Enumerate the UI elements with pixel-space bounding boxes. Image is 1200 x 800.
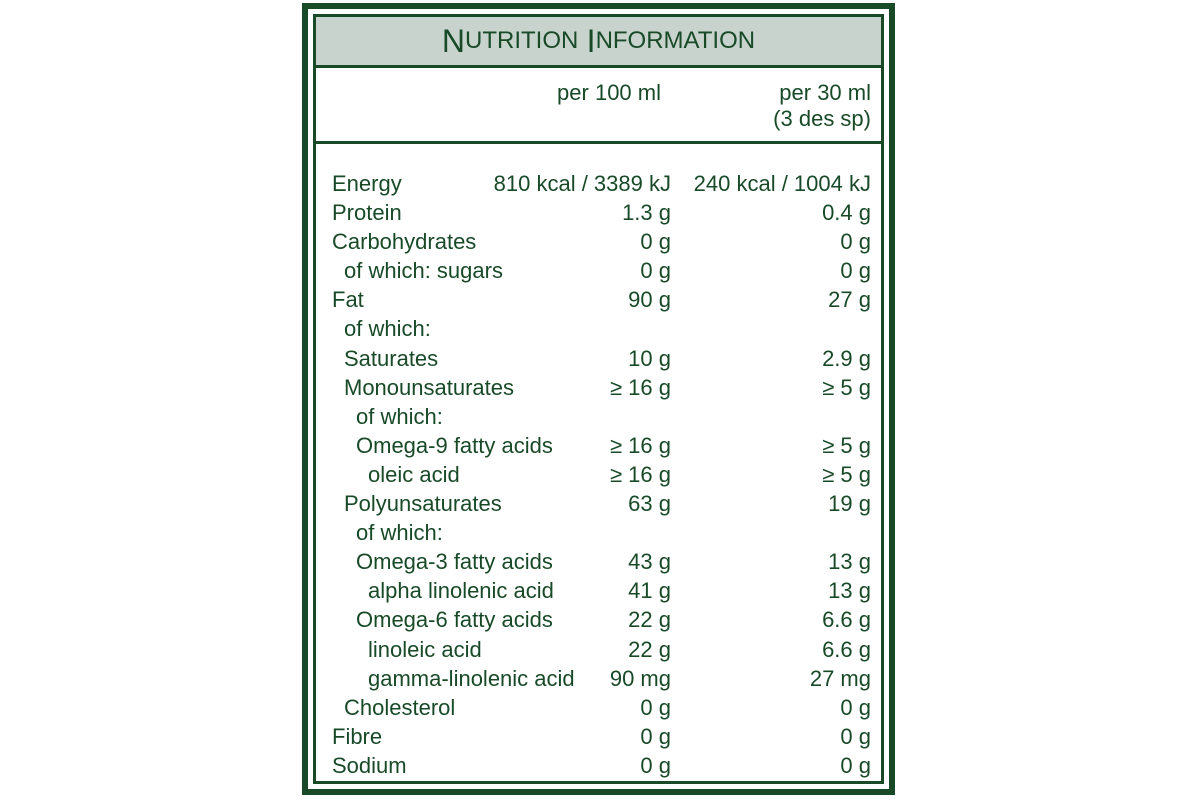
- nutrient-label: Energy: [332, 171, 402, 196]
- nutrition-panel: Nutrition Information per 100 ml per 30 …: [302, 3, 895, 795]
- value-per-30ml: 27 g: [828, 287, 871, 313]
- value-per-100ml: 63 g: [628, 491, 671, 517]
- value-per-30ml: 13 g: [828, 578, 871, 604]
- title-initial-i: I: [586, 22, 596, 59]
- nutrient-row: Carbohydrates 0 g 0 g: [332, 227, 871, 256]
- header-per-100ml: per 100 ml: [557, 80, 661, 105]
- value-per-30ml: ≥ 5 g: [822, 432, 871, 458]
- nutrient-row: Polyunsaturates 63 g 19 g: [332, 489, 871, 518]
- nutrient-label: Protein: [332, 200, 402, 226]
- nutrient-label: linoleic acid: [368, 636, 482, 662]
- nutrient-label: Fibre: [332, 723, 383, 749]
- value-per-30ml: 0 g: [840, 258, 871, 284]
- value-per-30ml: ≥ 5 g: [822, 461, 871, 487]
- nutrient-label: Saturates: [344, 345, 439, 371]
- value-per-100ml: ≥ 16 g: [609, 374, 671, 400]
- nutrient-label: Sodium: [332, 752, 407, 778]
- nutrient-row: Energy 810 kcal / 3389 kJ 240 kcal / 1004 …: [332, 169, 871, 198]
- nutrient-row: Omega-9 fatty acids ≥ 16 g ≥ 5 g: [332, 431, 871, 460]
- value-per-30ml: 0 g: [840, 752, 871, 778]
- value-per-100ml: 0 g: [640, 258, 671, 284]
- column-headers: per 100 ml per 30 ml (3 des sp): [316, 68, 881, 144]
- nutrient-row: Monounsaturates ≥ 16 g ≥ 5 g: [332, 373, 871, 402]
- value-per-100ml: 0 g: [640, 229, 671, 255]
- value-per-100ml: 22 g: [628, 607, 671, 633]
- nutrient-label: oleic acid: [368, 461, 460, 487]
- header-per-30ml-line1: per 30 ml: [779, 80, 871, 105]
- nutrient-label: Monounsaturates: [344, 374, 514, 400]
- value-per-100ml: 810 kcal / 3389 kJ: [493, 171, 671, 196]
- value-per-100ml: 90 mg: [609, 665, 671, 691]
- value-per-100ml: 90 g: [628, 287, 671, 313]
- title-rest-information: nformation: [595, 27, 756, 54]
- nutrient-row: of which: sugars 0 g 0 g: [332, 256, 871, 285]
- nutrient-label: of which:: [356, 520, 443, 546]
- nutrient-row: Sodium 0 g 0 g: [332, 751, 871, 780]
- value-per-30ml: 240 kcal / 1004 kJ: [693, 171, 871, 196]
- nutrient-row: gamma-linolenic acid 90 mg 27 mg: [332, 664, 871, 693]
- value-per-30ml: 2.9 g: [822, 345, 871, 371]
- value-per-100ml: 0 g: [640, 752, 671, 778]
- nutrient-row: Protein 1.3 g 0.4 g: [332, 198, 871, 227]
- nutrient-label: alpha linolenic acid: [368, 578, 554, 604]
- value-per-100ml: 10 g: [628, 345, 671, 371]
- nutrient-row: alpha linolenic acid 41 g 13 g: [332, 576, 871, 605]
- value-per-100ml: 0 g: [640, 723, 671, 749]
- nutrient-label: Omega-3 fatty acids: [356, 549, 553, 575]
- header-per-30ml: per 30 ml (3 des sp): [773, 80, 871, 132]
- nutrient-row: of which:: [332, 314, 871, 343]
- nutrient-row: oleic acid ≥ 16 g ≥ 5 g: [332, 460, 871, 489]
- nutrient-label: Omega-9 fatty acids: [356, 432, 553, 458]
- nutrient-label: Carbohydrates: [332, 229, 477, 255]
- nutrient-row: Cholesterol 0 g 0 g: [332, 693, 871, 722]
- nutrient-row: Omega-3 fatty acids 43 g 13 g: [332, 547, 871, 576]
- value-per-30ml: ≥ 5 g: [822, 374, 871, 400]
- nutrient-row: Omega-6 fatty acids 22 g 6.6 g: [332, 605, 871, 634]
- header-per-30ml-line2: (3 des sp): [773, 106, 871, 131]
- nutrient-label: gamma-linolenic acid: [368, 665, 575, 691]
- value-per-100ml: 43 g: [628, 549, 671, 575]
- nutrient-label: Polyunsaturates: [344, 491, 502, 517]
- nutrient-row: Saturates 10 g 2.9 g: [332, 344, 871, 373]
- nutrient-label: of which:: [356, 403, 443, 429]
- value-per-30ml: 19 g: [828, 491, 871, 517]
- value-per-30ml: 6.6 g: [822, 636, 871, 662]
- title-rest-nutrition: utrition: [465, 27, 579, 54]
- value-per-30ml: 0 g: [840, 229, 871, 255]
- value-per-100ml: 1.3 g: [622, 200, 671, 226]
- nutrient-label: Cholesterol: [344, 694, 456, 720]
- nutrient-rows: Energy 810 kcal / 3389 kJ 240 kcal / 1004 …: [332, 169, 871, 780]
- nutrient-label: Fat: [332, 287, 364, 313]
- value-per-30ml: 27 mg: [809, 665, 871, 691]
- nutrient-label: of which: sugars: [344, 258, 503, 284]
- title-initial-n: N: [441, 22, 465, 59]
- nutrient-row: of which:: [332, 402, 871, 431]
- value-per-30ml: 0 g: [840, 694, 871, 720]
- value-per-100ml: 22 g: [628, 636, 671, 662]
- value-per-30ml: 0.4 g: [822, 200, 871, 226]
- value-per-30ml: 13 g: [828, 549, 871, 575]
- nutrition-title: Nutrition Information: [316, 17, 881, 68]
- value-per-100ml: 41 g: [628, 578, 671, 604]
- nutrition-panel-inner: Nutrition Information per 100 ml per 30 …: [313, 14, 884, 784]
- nutrient-label: Omega-6 fatty acids: [356, 607, 553, 633]
- value-per-30ml: 6.6 g: [822, 607, 871, 633]
- nutrient-row: of which:: [332, 518, 871, 547]
- value-per-100ml: ≥ 16 g: [609, 432, 671, 458]
- nutrient-label: of which:: [344, 316, 431, 342]
- nutrient-row: linoleic acid 22 g 6.6 g: [332, 635, 871, 664]
- value-per-100ml: 0 g: [640, 694, 671, 720]
- value-per-100ml: ≥ 16 g: [609, 461, 671, 487]
- value-per-30ml: 0 g: [840, 723, 871, 749]
- nutrient-row: Fibre 0 g 0 g: [332, 722, 871, 751]
- nutrient-row: Fat 90 g 27 g: [332, 285, 871, 314]
